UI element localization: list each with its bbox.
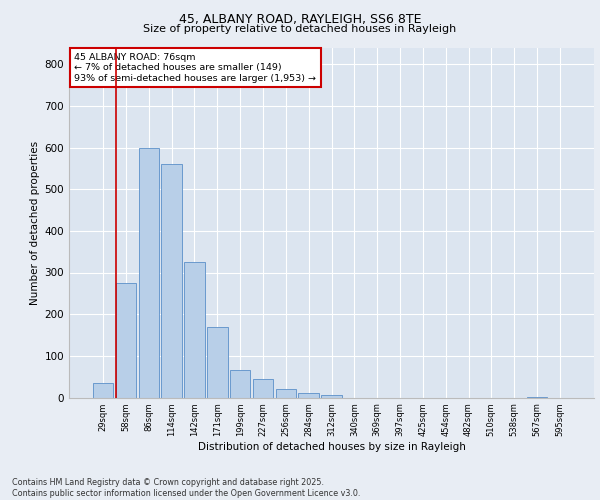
Text: 45 ALBANY ROAD: 76sqm
← 7% of detached houses are smaller (149)
93% of semi-deta: 45 ALBANY ROAD: 76sqm ← 7% of detached h… bbox=[74, 53, 316, 82]
Y-axis label: Number of detached properties: Number of detached properties bbox=[31, 140, 40, 304]
Bar bbox=[230, 370, 250, 398]
Bar bbox=[298, 394, 319, 398]
Bar bbox=[184, 262, 205, 398]
Bar bbox=[93, 383, 113, 398]
Text: 45, ALBANY ROAD, RAYLEIGH, SS6 8TE: 45, ALBANY ROAD, RAYLEIGH, SS6 8TE bbox=[179, 12, 421, 26]
Bar bbox=[275, 389, 296, 398]
Bar bbox=[253, 379, 273, 398]
Text: Size of property relative to detached houses in Rayleigh: Size of property relative to detached ho… bbox=[143, 24, 457, 34]
Text: Contains HM Land Registry data © Crown copyright and database right 2025.
Contai: Contains HM Land Registry data © Crown c… bbox=[12, 478, 361, 498]
X-axis label: Distribution of detached houses by size in Rayleigh: Distribution of detached houses by size … bbox=[197, 442, 466, 452]
Bar bbox=[161, 164, 182, 398]
Bar bbox=[139, 148, 159, 398]
Bar bbox=[321, 396, 342, 398]
Bar bbox=[116, 283, 136, 398]
Bar bbox=[207, 326, 227, 398]
Bar bbox=[527, 396, 547, 398]
